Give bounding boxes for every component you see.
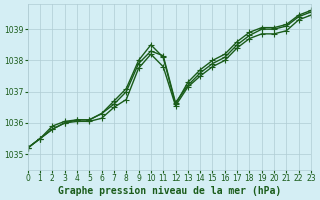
X-axis label: Graphe pression niveau de la mer (hPa): Graphe pression niveau de la mer (hPa) xyxy=(58,186,281,196)
